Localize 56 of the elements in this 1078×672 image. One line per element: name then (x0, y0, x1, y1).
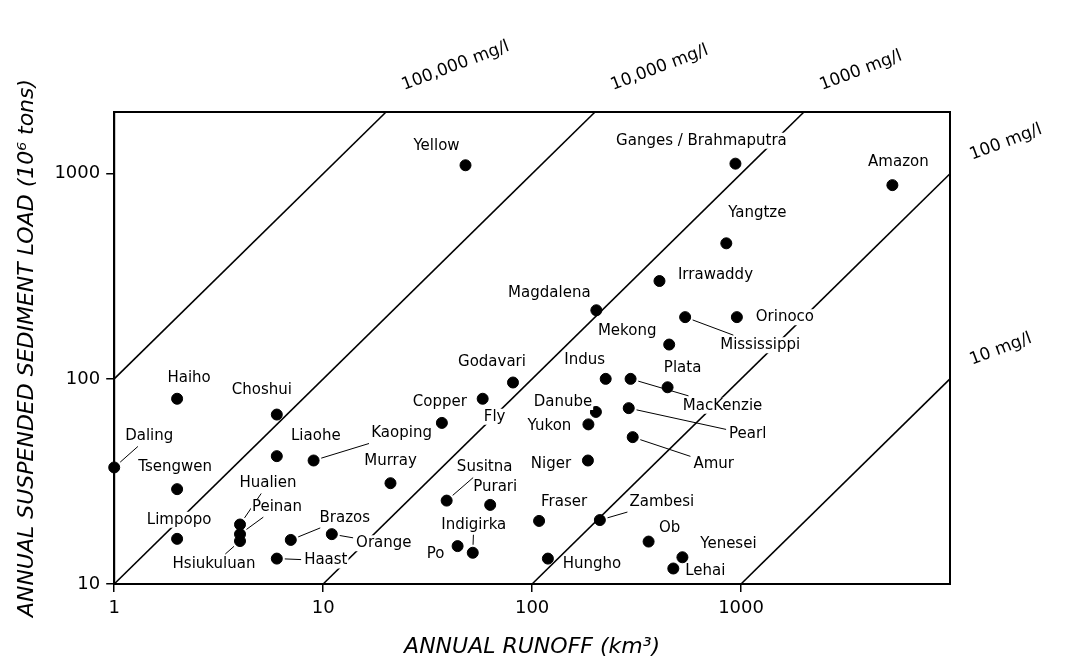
x-tick-label: 100 (514, 596, 550, 618)
annotation: Indigirka (441, 514, 507, 533)
annotation: Susitna (456, 457, 513, 476)
x-tick-label: 1000 (718, 596, 764, 618)
annotation: Indus (564, 349, 606, 368)
annotation: Hsiukuluan (172, 553, 256, 572)
text: 100 mg/l (966, 118, 1045, 164)
text: 10 mg/l (966, 327, 1035, 369)
annotation: Copper (412, 391, 468, 410)
y-tick-label: 1000 (54, 161, 101, 183)
annotation: Mekong (597, 321, 657, 340)
annotation: Irrawaddy (677, 264, 754, 283)
annotation: MacKenzie (682, 395, 763, 414)
annotation: Liaohe (290, 426, 341, 445)
annotation: Hualien (239, 473, 297, 492)
annotation: Yenesei (699, 534, 757, 553)
annotation: Amazon (868, 152, 929, 171)
annotation: Zambesi (629, 491, 695, 510)
x-axis-title: ANNUAL RUNOFF (km³) (402, 632, 661, 658)
annotation: Ganges / Brahmaputra (616, 130, 787, 149)
annotation: Orinoco (755, 307, 814, 326)
annotation: Purari (473, 476, 518, 495)
annotation: Lehai (685, 561, 726, 580)
annotation: Daling (125, 426, 174, 445)
annotation: Yellow (412, 136, 460, 155)
annotation: Haast (304, 550, 348, 569)
annotation: Godavari (458, 352, 526, 371)
annotation: Ob (658, 518, 681, 537)
annotation: Tsengwen (137, 457, 212, 476)
annotation: Amur (693, 454, 735, 473)
x-tick-label: 10 (311, 596, 335, 618)
y-tick-label: 100 (65, 366, 101, 388)
x-tick-label: 1 (108, 596, 120, 618)
y-axis-title: ANNUAL SUSPENDED SEDIMENT LOAD (10⁶ tons) (12, 78, 38, 620)
annotation: Hungho (562, 554, 622, 573)
annotation: Orange (356, 533, 412, 552)
annotation: Danube (533, 391, 593, 410)
annotation: Niger (530, 454, 572, 473)
y-tick-label: 10 (77, 571, 101, 593)
annotation: Limpopo (146, 509, 212, 528)
annotation: Haiho (167, 367, 211, 386)
annotation: Pearl (729, 424, 767, 443)
annotation: Yukon (526, 416, 572, 435)
annotation: Yangtze (727, 203, 787, 222)
annotation: Murray (364, 451, 417, 470)
annotation: Po (426, 544, 445, 563)
text: 1000 mg/l (816, 44, 905, 94)
annotation: Plata (663, 358, 702, 377)
annotation: Choshui (231, 380, 292, 399)
annotation: Fraser (541, 491, 588, 510)
annotation: Fly (483, 406, 506, 425)
annotation: Mississippi (720, 335, 801, 354)
annotation: Magdalena (508, 283, 591, 302)
annotation: Peinan (251, 497, 303, 516)
annotation: Kaoping (371, 423, 432, 442)
annotation: Brazos (319, 507, 371, 526)
